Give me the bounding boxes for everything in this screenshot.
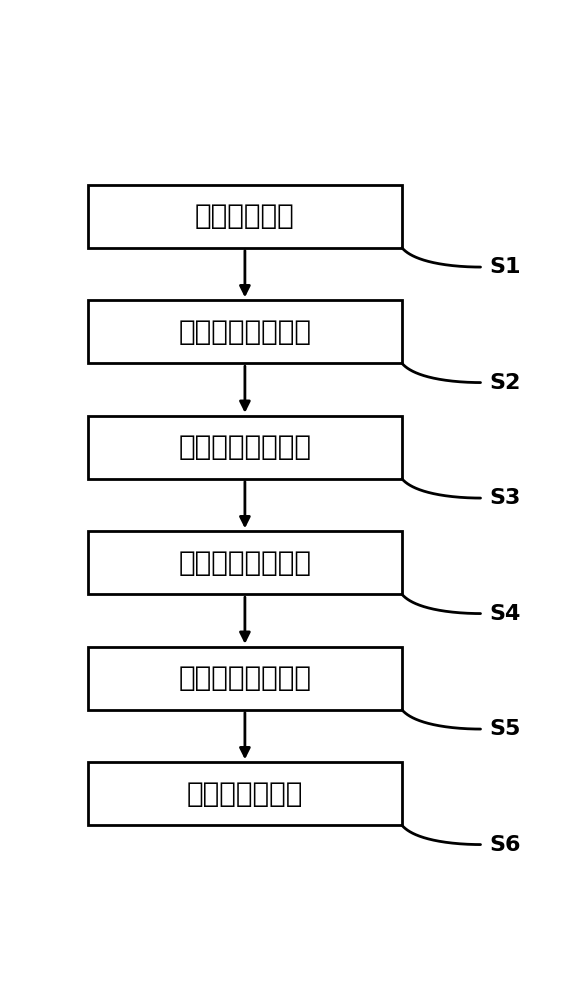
Text: S2: S2 (489, 373, 521, 393)
FancyBboxPatch shape (88, 762, 402, 825)
Text: 航班信息数据比较: 航班信息数据比较 (178, 664, 311, 692)
Text: S6: S6 (489, 835, 521, 855)
Text: 收集航班信息: 收集航班信息 (195, 202, 295, 230)
Text: S5: S5 (489, 719, 521, 739)
Text: 航班信息数据转换: 航班信息数据转换 (178, 318, 311, 346)
FancyBboxPatch shape (88, 300, 402, 363)
Text: 航班延误的判定: 航班延误的判定 (187, 780, 303, 808)
Text: S3: S3 (489, 488, 521, 508)
FancyBboxPatch shape (88, 185, 402, 248)
Text: S1: S1 (489, 257, 521, 277)
FancyBboxPatch shape (88, 416, 402, 479)
Text: 航班信息数据存储: 航班信息数据存储 (178, 433, 311, 461)
Text: 航班信息数据监控: 航班信息数据监控 (178, 549, 311, 577)
FancyBboxPatch shape (88, 531, 402, 594)
FancyBboxPatch shape (88, 647, 402, 710)
Text: S4: S4 (489, 604, 521, 624)
